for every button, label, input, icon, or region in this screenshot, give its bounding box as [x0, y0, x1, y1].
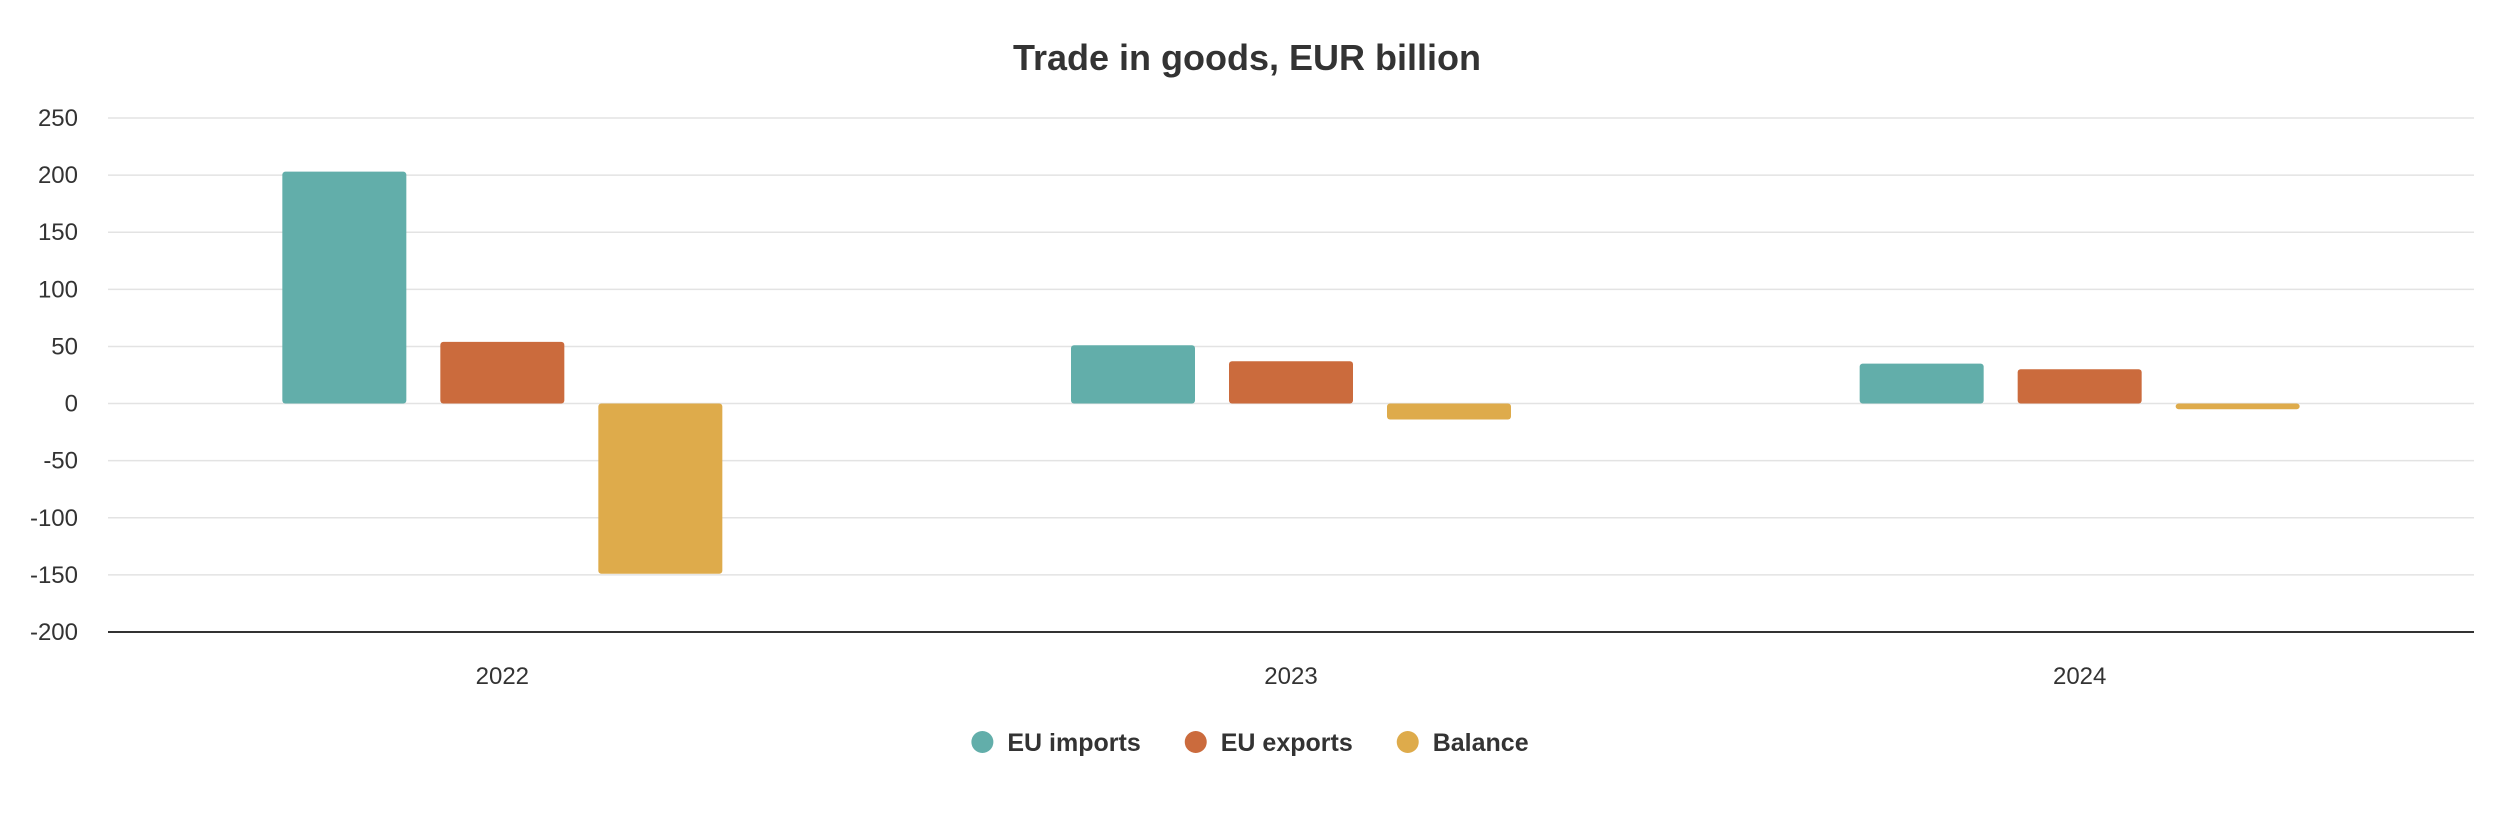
x-tick-label: 2024	[2053, 663, 2106, 690]
legend-item-eu-exports[interactable]: EU exports	[1184, 729, 1353, 757]
y-tick-label: 100	[38, 276, 78, 303]
y-axis-ticks: 250 200 150 100 50 0 -50 -100 -150 -200	[30, 105, 78, 646]
legend-label: Balance	[1433, 729, 1529, 757]
y-tick-label: -150	[30, 562, 78, 589]
bar-balance-2022[interactable]	[598, 403, 723, 574]
x-axis-ticks: 2022 2023 2024	[476, 663, 2107, 690]
y-tick-label: -100	[30, 505, 78, 532]
y-tick-label: 150	[38, 219, 78, 246]
y-tick-label: 50	[51, 333, 78, 360]
bar-eu-exports-2022[interactable]	[440, 341, 565, 404]
bar-eu-exports-2023[interactable]	[1229, 361, 1353, 404]
bar-eu-imports-2023[interactable]	[1071, 345, 1195, 404]
legend-label: EU imports	[1007, 729, 1140, 757]
y-tick-label: -50	[43, 448, 78, 475]
legend-item-eu-imports[interactable]: EU imports	[971, 729, 1141, 757]
y-tick-label: -200	[30, 619, 78, 646]
x-tick-label: 2022	[476, 663, 529, 690]
y-tick-label: 0	[65, 391, 78, 418]
bar-balance-2024[interactable]	[2175, 403, 2300, 410]
x-tick-label: 2023	[1264, 663, 1317, 690]
chart-title: Trade in goods, EUR billion	[1013, 37, 1481, 78]
y-tick-label: 250	[38, 105, 78, 132]
legend-marker	[1396, 731, 1419, 753]
bar-eu-exports-2024[interactable]	[2017, 369, 2142, 404]
legend-item-balance[interactable]: Balance	[1396, 729, 1529, 757]
legend-marker	[971, 731, 994, 753]
legend-marker	[1184, 731, 1207, 753]
legend: EU imports EU exports Balance	[971, 729, 1529, 757]
y-tick-label: 200	[38, 162, 78, 189]
bar-balance-2023[interactable]	[1387, 403, 1511, 420]
bars	[282, 171, 2300, 574]
bar-eu-imports-2024[interactable]	[1859, 363, 1984, 404]
bar-eu-imports-2022[interactable]	[282, 171, 407, 404]
legend-label: EU exports	[1221, 729, 1353, 757]
